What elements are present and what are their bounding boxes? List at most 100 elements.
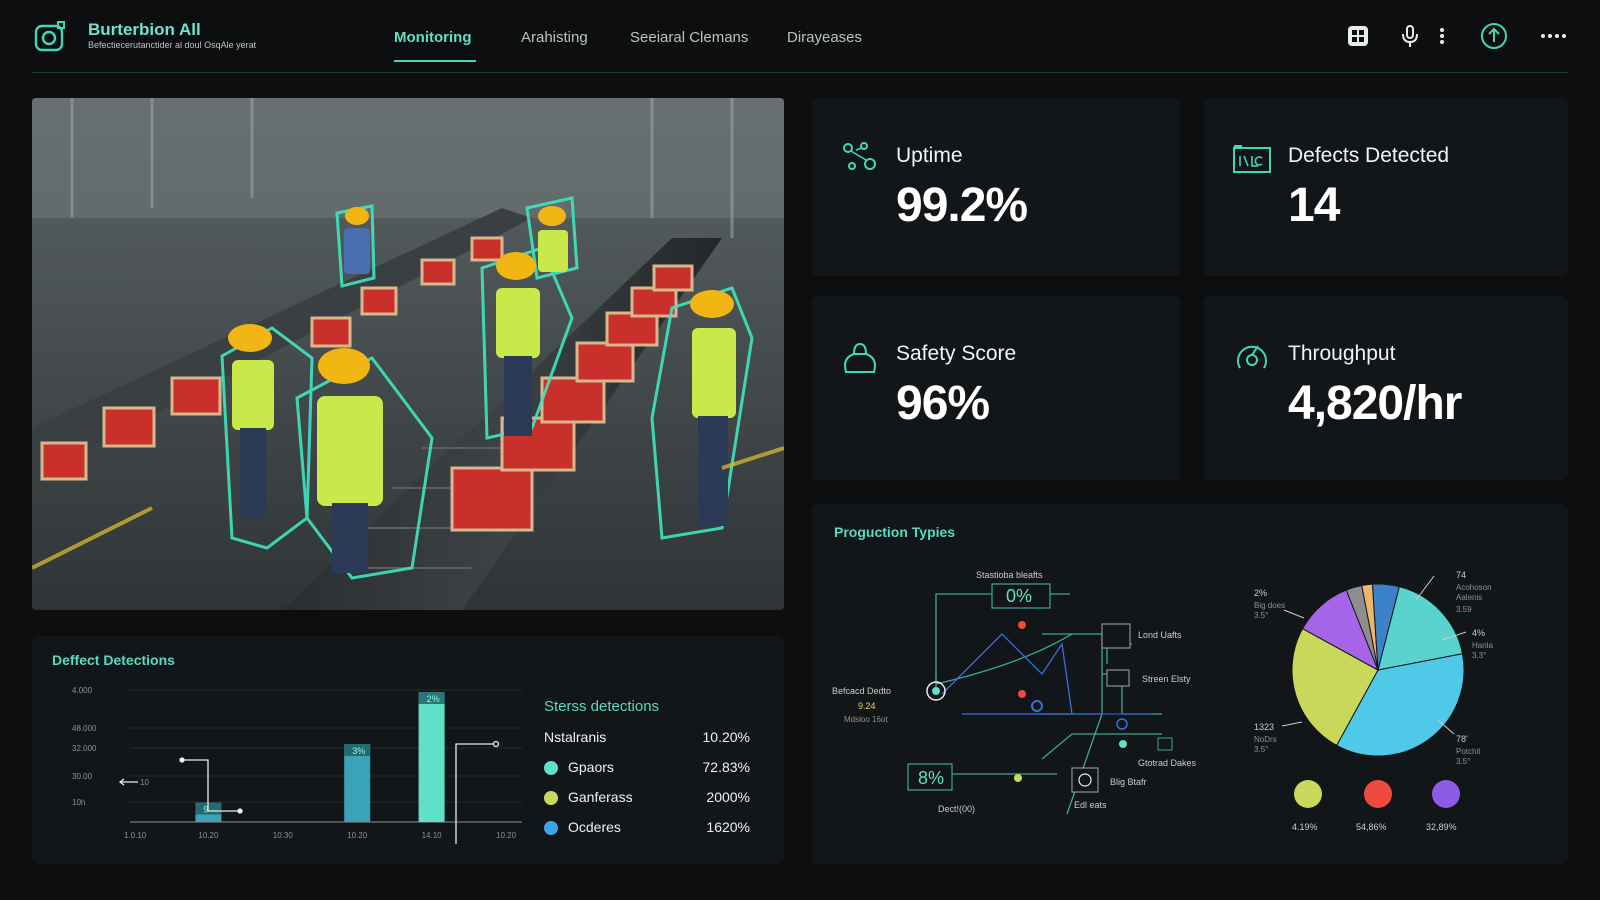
pie-callout-value: 1323 bbox=[1254, 722, 1274, 732]
pie-slice bbox=[1291, 627, 1379, 747]
flow-node-box bbox=[1157, 737, 1173, 751]
defects-detected-label: Defects Detected bbox=[1288, 144, 1450, 167]
tab-monitoring[interactable]: Monitoring bbox=[394, 29, 472, 46]
pie-legend-dot bbox=[1432, 780, 1460, 808]
flow-left-label: Befcacd Dedto bbox=[832, 686, 891, 696]
y-tick-label: 30.00 bbox=[72, 772, 93, 781]
flow-top-box bbox=[991, 583, 1051, 609]
legend-item-ganferass[interactable]: Ganferass 2000% bbox=[544, 788, 750, 808]
legend-item-ocderes[interactable]: Ocderes 1620% bbox=[544, 818, 750, 838]
throughput-value: 4,820/hr bbox=[1288, 377, 1462, 430]
flow-node-red bbox=[1018, 690, 1026, 698]
defect-bar-label: 9 bbox=[203, 805, 208, 815]
flow-start-dot bbox=[932, 687, 940, 695]
x-tick-label: 10.20 bbox=[198, 831, 219, 840]
flow-node-4-label: Blig Btafr bbox=[1110, 777, 1147, 787]
x-tick-label: 10.20 bbox=[496, 831, 517, 840]
production-types-title: Proguction Typies bbox=[834, 524, 956, 540]
flow-left-value: 9.24 bbox=[858, 701, 876, 711]
flow-node-1-label: Lond Uafts bbox=[1138, 630, 1182, 640]
flow-node-teal bbox=[1119, 740, 1127, 748]
pie-legend-dot bbox=[1364, 780, 1392, 808]
defect-bar-chart: 4.000 48.000 32.000 30.00 10h 1.0.10 10.20 10.… bbox=[72, 686, 522, 844]
trend-line-2 bbox=[455, 743, 494, 844]
user-upload-icon[interactable] bbox=[1480, 22, 1508, 50]
app-logo-icon[interactable] bbox=[32, 20, 68, 56]
stat-card-safety[interactable]: Safety Score 96% bbox=[812, 296, 1180, 480]
flow-node-red bbox=[1018, 621, 1026, 629]
legend-item-nstalranis[interactable]: Nstalranis 10.20% bbox=[544, 728, 750, 748]
pie-callout-value: 4% bbox=[1472, 628, 1485, 638]
camera-feed[interactable] bbox=[32, 98, 784, 610]
y-tick-label: 48.000 bbox=[72, 724, 97, 733]
safety-score-value: 96% bbox=[896, 377, 990, 430]
pie-callout-line: Hanla bbox=[1472, 641, 1493, 650]
legend-value: 1620% bbox=[706, 819, 750, 835]
flow-node-blue bbox=[1116, 718, 1128, 730]
left-marker-label: 10 bbox=[140, 778, 149, 787]
pie-callout-line: NoDrs bbox=[1254, 735, 1277, 744]
legend-value: 72.83% bbox=[702, 759, 750, 775]
flow-top-value: 0% bbox=[1006, 586, 1032, 606]
timer-icon bbox=[1078, 773, 1092, 787]
kebab-menu-icon[interactable] bbox=[1428, 22, 1456, 50]
legend-value: 2000% bbox=[706, 789, 750, 805]
tab-seeiaral-clemans[interactable]: Seeiaral Clemans bbox=[630, 29, 749, 46]
flow-bottom-label: Dect!(00) bbox=[938, 804, 975, 814]
stat-card-throughput[interactable]: Throughput 4,820/hr bbox=[1204, 296, 1568, 480]
pie-callout-value: 74 bbox=[1456, 570, 1466, 580]
tab-arahisting[interactable]: Arahisting bbox=[521, 29, 588, 46]
y-tick-label: 10h bbox=[72, 798, 85, 807]
flow-node-box bbox=[1071, 767, 1099, 793]
microphone-icon[interactable] bbox=[1396, 22, 1424, 50]
left-marker-arrow bbox=[118, 778, 138, 786]
x-tick-label: 10.30 bbox=[273, 831, 294, 840]
stress-detections-title: Sterss detections bbox=[544, 698, 660, 715]
safety-score-label: Safety Score bbox=[896, 342, 1017, 365]
defect-bar-label: 2% bbox=[427, 694, 440, 704]
flow-top-label: Stastioba bleafts bbox=[976, 570, 1043, 580]
pie-callout-line: Aalenis bbox=[1456, 593, 1482, 602]
pie-callout-line: 3.5° bbox=[1456, 757, 1470, 766]
legend-item-gpaors[interactable]: Gpaors 72.83% bbox=[544, 758, 750, 778]
flow-node-blue bbox=[1031, 700, 1043, 712]
bag-icon bbox=[844, 342, 876, 373]
defect-bar bbox=[344, 744, 371, 822]
tab-dirayeases[interactable]: Dirayeases bbox=[787, 29, 863, 46]
pie-slice bbox=[1377, 586, 1464, 671]
pie-callout-value: 78' bbox=[1456, 734, 1468, 744]
x-tick-label: 10.20 bbox=[347, 831, 368, 840]
pie-legend-value: 32,89% bbox=[1426, 822, 1457, 832]
sensor-nodes-icon bbox=[843, 142, 876, 170]
production-flow-diagram: Stastioba bleafts 0% Befcacd Dedto 9.24 … bbox=[832, 570, 1197, 815]
legend-name: Ganferass bbox=[568, 789, 633, 805]
production-pie-chart: 2% Big does 3.5° 74 Acohoson Aalenis 3.5… bbox=[1254, 570, 1493, 832]
pie-legend-value: 54,86% bbox=[1356, 822, 1387, 832]
active-tab-indicator bbox=[394, 60, 476, 62]
pie-callout-line: 3.5° bbox=[1254, 611, 1268, 620]
trend-point bbox=[492, 740, 500, 748]
flow-left-sub: Mdsloo 16ot bbox=[844, 715, 888, 724]
defect-bar-cap bbox=[344, 744, 371, 756]
trend-point bbox=[237, 808, 243, 814]
pie-callout-line: 3.3° bbox=[1472, 651, 1486, 660]
flow-bottom-value: 8% bbox=[918, 768, 944, 788]
flow-bottom-box bbox=[907, 763, 953, 791]
stat-card-defects[interactable]: Defects Detected 14 bbox=[1204, 98, 1568, 276]
uptime-label: Uptime bbox=[896, 144, 963, 167]
app-title: Burterbion All bbox=[88, 20, 201, 39]
defect-bar-cap bbox=[418, 692, 445, 704]
x-tick-label: 1.0.10 bbox=[124, 831, 147, 840]
grid-icon[interactable] bbox=[1344, 22, 1372, 50]
uptime-value: 99.2% bbox=[896, 179, 1028, 232]
flow-node-5-label: Edl eats bbox=[1074, 800, 1107, 810]
x-tick-label: 14.10 bbox=[422, 831, 443, 840]
pie-callout-line: 3.5° bbox=[1254, 745, 1268, 754]
pie-legend-value: 4.19% bbox=[1292, 822, 1318, 832]
legend-name: Ocderes bbox=[568, 819, 621, 835]
defect-bar-label: 3% bbox=[352, 746, 365, 756]
more-dots-icon[interactable] bbox=[1538, 22, 1568, 50]
stat-card-uptime[interactable]: Uptime 99.2% bbox=[812, 98, 1180, 276]
defects-detected-value: 14 bbox=[1288, 179, 1340, 232]
pie-callout-line: Potchit bbox=[1456, 747, 1481, 756]
